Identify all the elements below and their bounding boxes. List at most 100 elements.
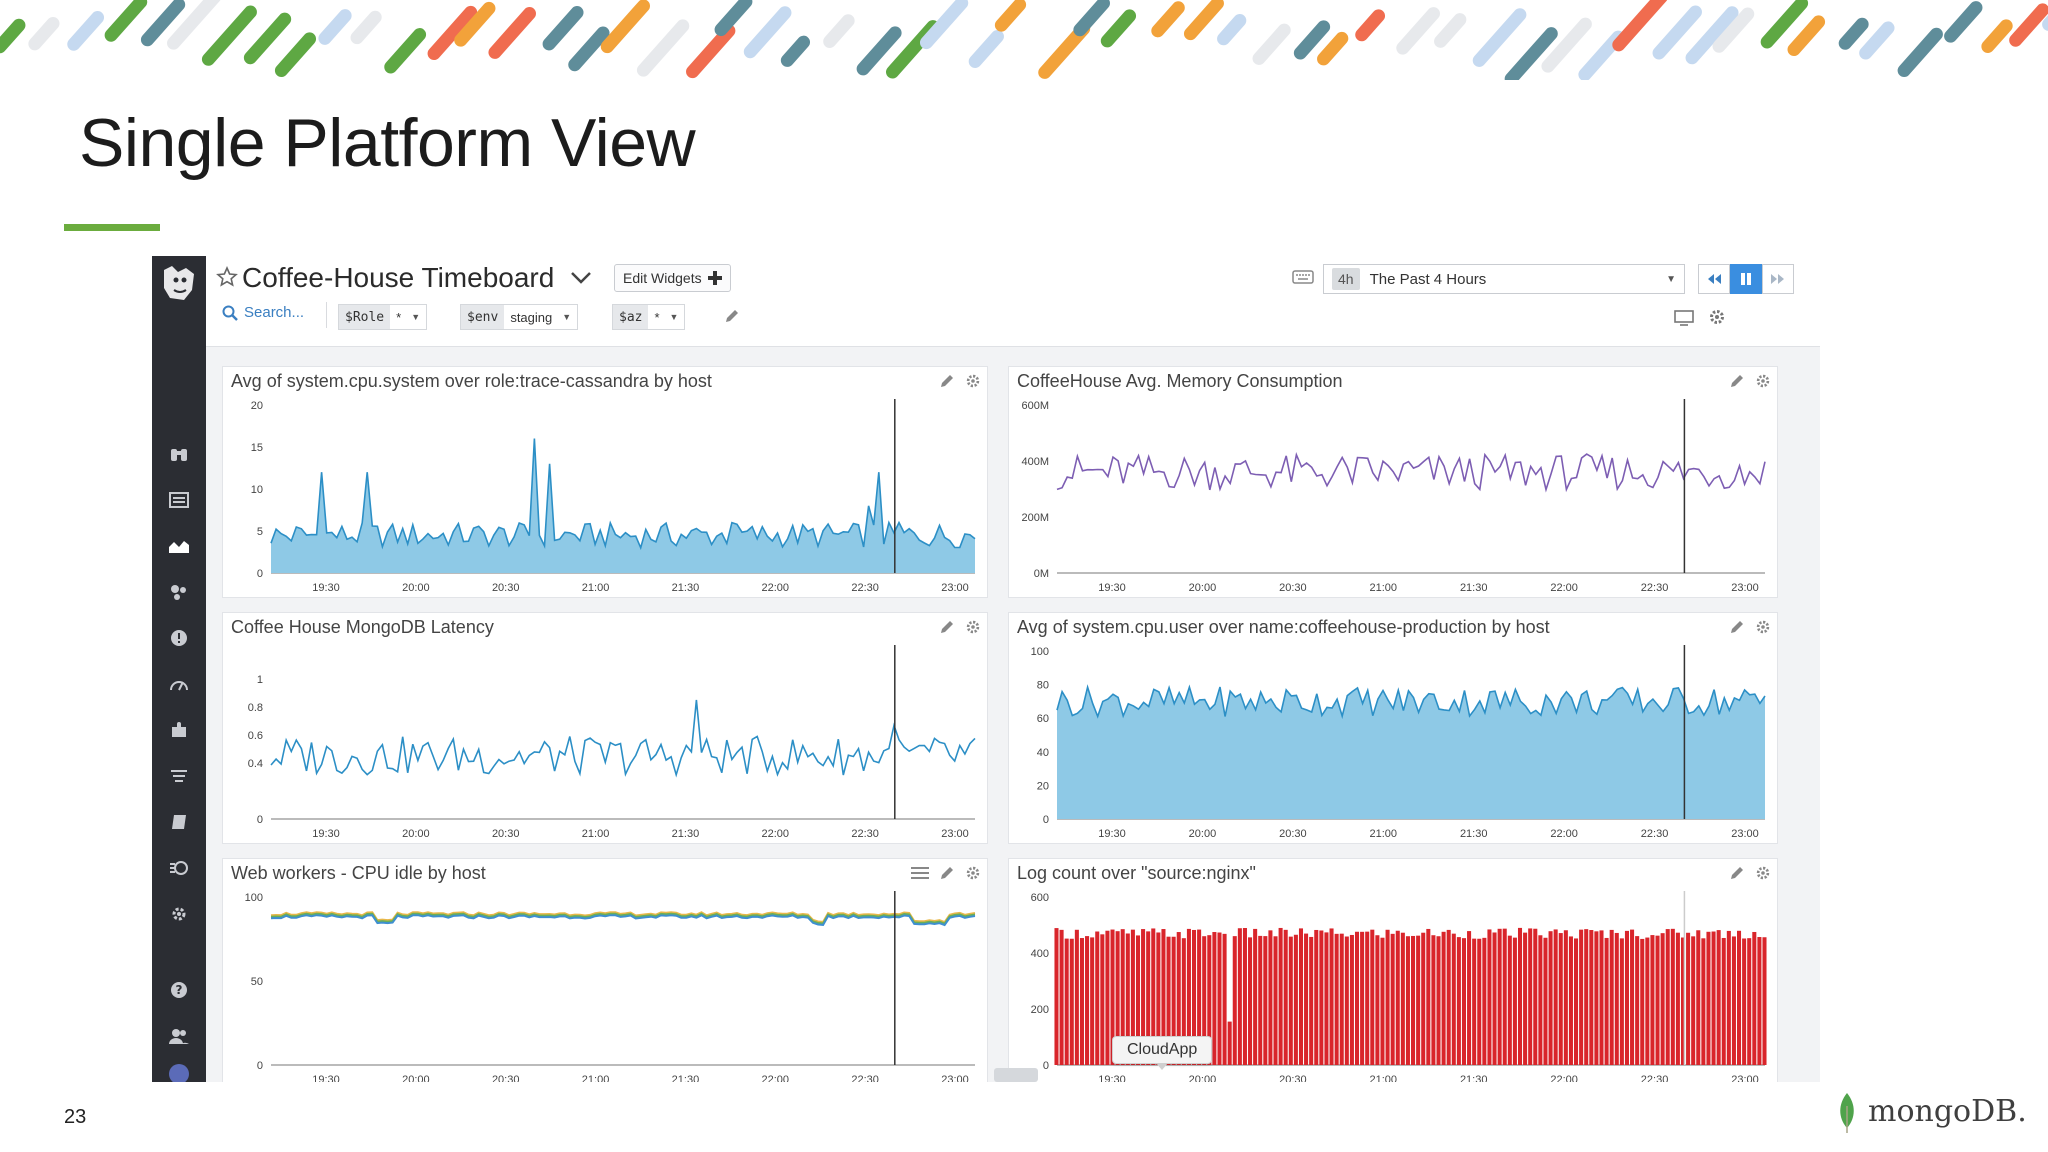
gear-icon[interactable]	[1755, 865, 1771, 881]
template-var-role[interactable]: $Role * ▼	[338, 304, 428, 330]
help-icon[interactable]: ?	[164, 978, 194, 1002]
pencil-icon[interactable]	[724, 308, 740, 324]
bar	[1752, 931, 1757, 1065]
bar	[1441, 931, 1446, 1065]
bar	[1171, 936, 1176, 1065]
banner-stroke	[686, 24, 736, 79]
x-tick-label: 20:00	[402, 582, 430, 594]
edit-widgets-button[interactable]: Edit Widgets	[614, 264, 731, 292]
banner-stroke	[636, 19, 690, 77]
widget-log-count[interactable]: Log count over "source:nginx" 0 200 400 600…	[1008, 858, 1778, 1082]
settings-icon[interactable]	[164, 902, 194, 926]
chart-area: 0 20 40 60 80 100 19:30 20:00 20:30 21:00 21:30 22:…	[1031, 645, 1766, 840]
caret-down-icon: ▼	[1666, 273, 1676, 285]
series-line	[1056, 684, 1766, 720]
profile-icon[interactable]	[164, 1060, 194, 1082]
synthetics-icon[interactable]	[164, 856, 194, 880]
gear-icon[interactable]	[1755, 619, 1771, 635]
bar	[1711, 931, 1716, 1065]
gear-icon[interactable]	[1755, 373, 1771, 389]
dog-logo-icon[interactable]	[156, 260, 202, 306]
bar	[1523, 932, 1528, 1065]
binoculars-icon[interactable]	[164, 442, 194, 466]
x-tick-label: 21:00	[1370, 582, 1398, 594]
team-icon[interactable]	[164, 1024, 194, 1048]
x-tick-label: 21:00	[1370, 1074, 1398, 1082]
slide-number: 23	[64, 1106, 87, 1128]
y-tick-label: 0M	[1034, 568, 1049, 580]
widget-cpu-user[interactable]: Avg of system.cpu.user over name:coffeeh…	[1008, 612, 1778, 844]
banner-stroke	[856, 26, 902, 76]
banner-stroke	[2009, 3, 2048, 47]
pencil-icon[interactable]	[939, 619, 955, 635]
bar	[1660, 933, 1665, 1065]
pencil-icon[interactable]	[1729, 619, 1745, 635]
widget-mongodb-latency[interactable]: Coffee House MongoDB Latency 0 0.4 0.6 0.8 1…	[222, 612, 988, 844]
banner-stroke	[542, 6, 584, 51]
apm-gauge-icon[interactable]	[164, 672, 194, 696]
pencil-icon[interactable]	[939, 373, 955, 389]
scroll-handle[interactable]	[994, 1068, 1038, 1082]
banner-stroke	[274, 32, 317, 78]
x-tick-label: 22:00	[1550, 828, 1578, 840]
bar	[1237, 928, 1242, 1065]
pencil-icon[interactable]	[1729, 865, 1745, 881]
dashboard-chart-icon[interactable]	[164, 534, 194, 558]
widget-title: Log count over "source:nginx"	[1017, 863, 1256, 883]
bar	[1105, 930, 1110, 1065]
monitors-alert-icon[interactable]	[164, 626, 194, 650]
bar	[1135, 935, 1141, 1065]
bar	[1655, 935, 1660, 1065]
logs-icon[interactable]	[164, 764, 194, 788]
caret-down-icon: ▼	[562, 312, 572, 322]
search-icon	[222, 305, 238, 321]
bar	[1472, 938, 1477, 1065]
notebooks-icon[interactable]	[164, 810, 194, 834]
infrastructure-icon[interactable]	[164, 580, 194, 604]
y-tick-label: 0.4	[248, 758, 263, 770]
bar	[1696, 930, 1701, 1065]
list-icon[interactable]	[911, 866, 929, 880]
gear-icon[interactable]	[965, 865, 981, 881]
star-icon[interactable]	[216, 266, 238, 288]
keyboard-icon[interactable]	[1292, 270, 1314, 284]
bar	[1095, 931, 1100, 1065]
search-box[interactable]: Search...	[222, 304, 304, 321]
bar	[1762, 937, 1767, 1065]
template-var-env[interactable]: $env staging ▼	[460, 304, 579, 330]
pencil-icon[interactable]	[1729, 373, 1745, 389]
x-tick-label: 22:30	[851, 1074, 879, 1082]
forward-button[interactable]	[1762, 264, 1794, 294]
banner-stroke	[243, 12, 292, 65]
widget-cpu-system[interactable]: Avg of system.cpu.system over role:trace…	[222, 366, 988, 598]
gear-icon[interactable]	[965, 619, 981, 635]
bar	[1691, 936, 1696, 1065]
time-range-select[interactable]: 4h The Past 4 Hours ▼	[1323, 264, 1685, 294]
widget-web-workers[interactable]: Web workers - CPU idle by host 0 50 100 19:…	[222, 858, 988, 1082]
bar	[1380, 937, 1385, 1065]
integrations-puzzle-icon[interactable]	[164, 718, 194, 742]
bar	[1604, 937, 1609, 1065]
y-tick-label: 100	[1031, 646, 1049, 658]
pause-button[interactable]	[1730, 264, 1762, 294]
rewind-button[interactable]	[1698, 264, 1730, 294]
gear-icon[interactable]	[965, 373, 981, 389]
x-tick-label: 21:30	[672, 1074, 700, 1082]
chevron-down-icon[interactable]	[570, 270, 592, 286]
template-var-az[interactable]: $az * ▼	[612, 304, 686, 330]
bar	[1085, 936, 1090, 1065]
pencil-icon[interactable]	[939, 865, 955, 881]
list-icon[interactable]	[164, 488, 194, 512]
series-line	[270, 914, 976, 927]
banner-stroke	[1217, 14, 1247, 46]
banner-stroke	[384, 28, 427, 74]
bar	[1405, 936, 1410, 1065]
tv-mode-icon[interactable]	[1674, 310, 1694, 326]
x-tick-label: 23:00	[941, 582, 969, 594]
board-title[interactable]: Coffee-House Timeboard	[242, 262, 555, 293]
gear-icon[interactable]	[1708, 308, 1726, 326]
bar	[1151, 928, 1156, 1065]
y-tick-label: 60	[1037, 713, 1049, 725]
fast-forward-icon	[1771, 274, 1784, 284]
widget-memory[interactable]: CoffeeHouse Avg. Memory Consumption 0M 20…	[1008, 366, 1778, 598]
